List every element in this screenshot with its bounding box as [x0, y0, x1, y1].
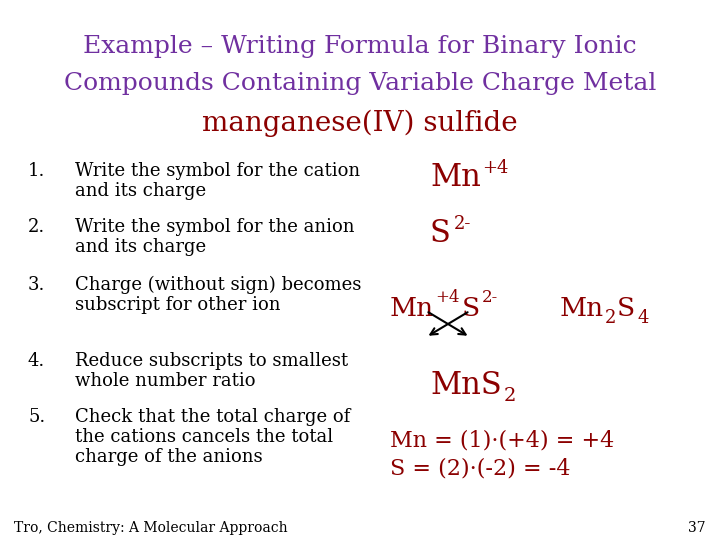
- Text: Mn: Mn: [560, 295, 604, 321]
- Text: charge of the anions: charge of the anions: [75, 448, 263, 466]
- Text: Tro, Chemistry: A Molecular Approach: Tro, Chemistry: A Molecular Approach: [14, 521, 287, 535]
- Text: 1.: 1.: [28, 162, 45, 180]
- Text: 2: 2: [504, 387, 516, 405]
- Text: 2-: 2-: [454, 215, 472, 233]
- Text: and its charge: and its charge: [75, 238, 206, 256]
- Text: Charge (without sign) becomes: Charge (without sign) becomes: [75, 276, 361, 294]
- Text: the cations cancels the total: the cations cancels the total: [75, 428, 333, 446]
- Text: Mn = (1)·(+4) = +4: Mn = (1)·(+4) = +4: [390, 429, 614, 451]
- Text: and its charge: and its charge: [75, 182, 206, 200]
- Text: Mn: Mn: [390, 295, 434, 321]
- Text: S: S: [430, 219, 451, 249]
- Text: subscript for other ion: subscript for other ion: [75, 296, 281, 314]
- Text: Write the symbol for the anion: Write the symbol for the anion: [75, 218, 354, 236]
- Text: +4: +4: [482, 159, 508, 177]
- Text: S = (2)·(-2) = -4: S = (2)·(-2) = -4: [390, 457, 570, 479]
- Text: manganese(IV) sulfide: manganese(IV) sulfide: [202, 110, 518, 137]
- Text: Reduce subscripts to smallest: Reduce subscripts to smallest: [75, 352, 348, 370]
- Text: 4.: 4.: [28, 352, 45, 370]
- Text: Compounds Containing Variable Charge Metal: Compounds Containing Variable Charge Met…: [64, 72, 656, 95]
- Text: MnS: MnS: [430, 370, 502, 402]
- Text: Check that the total charge of: Check that the total charge of: [75, 408, 350, 426]
- Text: 2: 2: [605, 309, 616, 327]
- Text: 2-: 2-: [482, 289, 498, 307]
- Text: Write the symbol for the cation: Write the symbol for the cation: [75, 162, 360, 180]
- Text: S: S: [617, 295, 635, 321]
- Text: +4: +4: [435, 289, 459, 307]
- Text: whole number ratio: whole number ratio: [75, 372, 256, 390]
- Text: 2.: 2.: [28, 218, 45, 236]
- Text: Example – Writing Formula for Binary Ionic: Example – Writing Formula for Binary Ion…: [84, 35, 636, 58]
- Text: Mn: Mn: [430, 163, 481, 193]
- Text: 3.: 3.: [28, 276, 45, 294]
- Text: 37: 37: [688, 521, 706, 535]
- Text: 5.: 5.: [28, 408, 45, 426]
- Text: 4: 4: [638, 309, 649, 327]
- Text: S: S: [462, 295, 480, 321]
